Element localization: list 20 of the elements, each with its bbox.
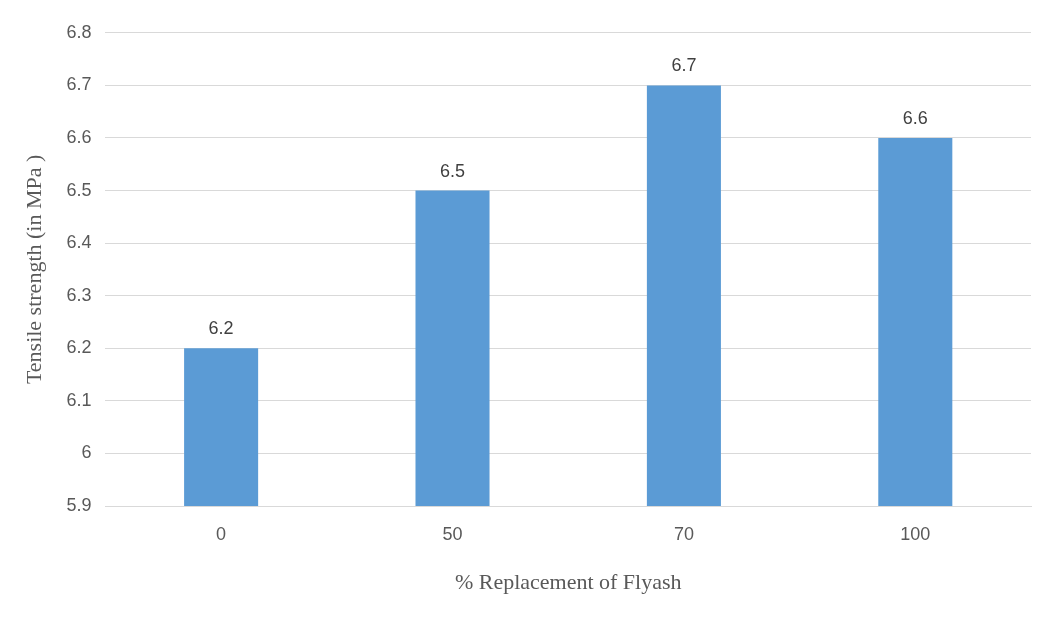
y-tick-label: 6.6 [66, 126, 92, 147]
y-tick-label: 6.4 [66, 232, 92, 253]
data-label: 6.2 [208, 318, 234, 339]
y-tick-label: 6.3 [66, 284, 92, 305]
y-tick-label: 6.5 [66, 179, 92, 200]
data-label: 6.7 [671, 55, 697, 76]
x-axis-title: % Replacement of Flyash [454, 568, 682, 594]
x-tick-label: 50 [442, 523, 463, 544]
y-axis-title: Tensile strength (in MPa ) [20, 154, 46, 385]
y-tick-label: 6.8 [66, 21, 92, 42]
x-tick-label: 0 [216, 523, 227, 544]
y-tick-label: 5.9 [66, 494, 92, 515]
y-tick-label: 6.1 [66, 389, 92, 410]
y-tick-label: 6.7 [66, 74, 92, 95]
data-label: 6.6 [902, 107, 928, 128]
y-tick-label: 6.2 [66, 337, 92, 358]
x-tick-label: 100 [900, 523, 931, 544]
y-tick-label: 6 [81, 442, 92, 463]
x-tick-label: 70 [673, 523, 694, 544]
data-label: 6.5 [440, 160, 466, 181]
